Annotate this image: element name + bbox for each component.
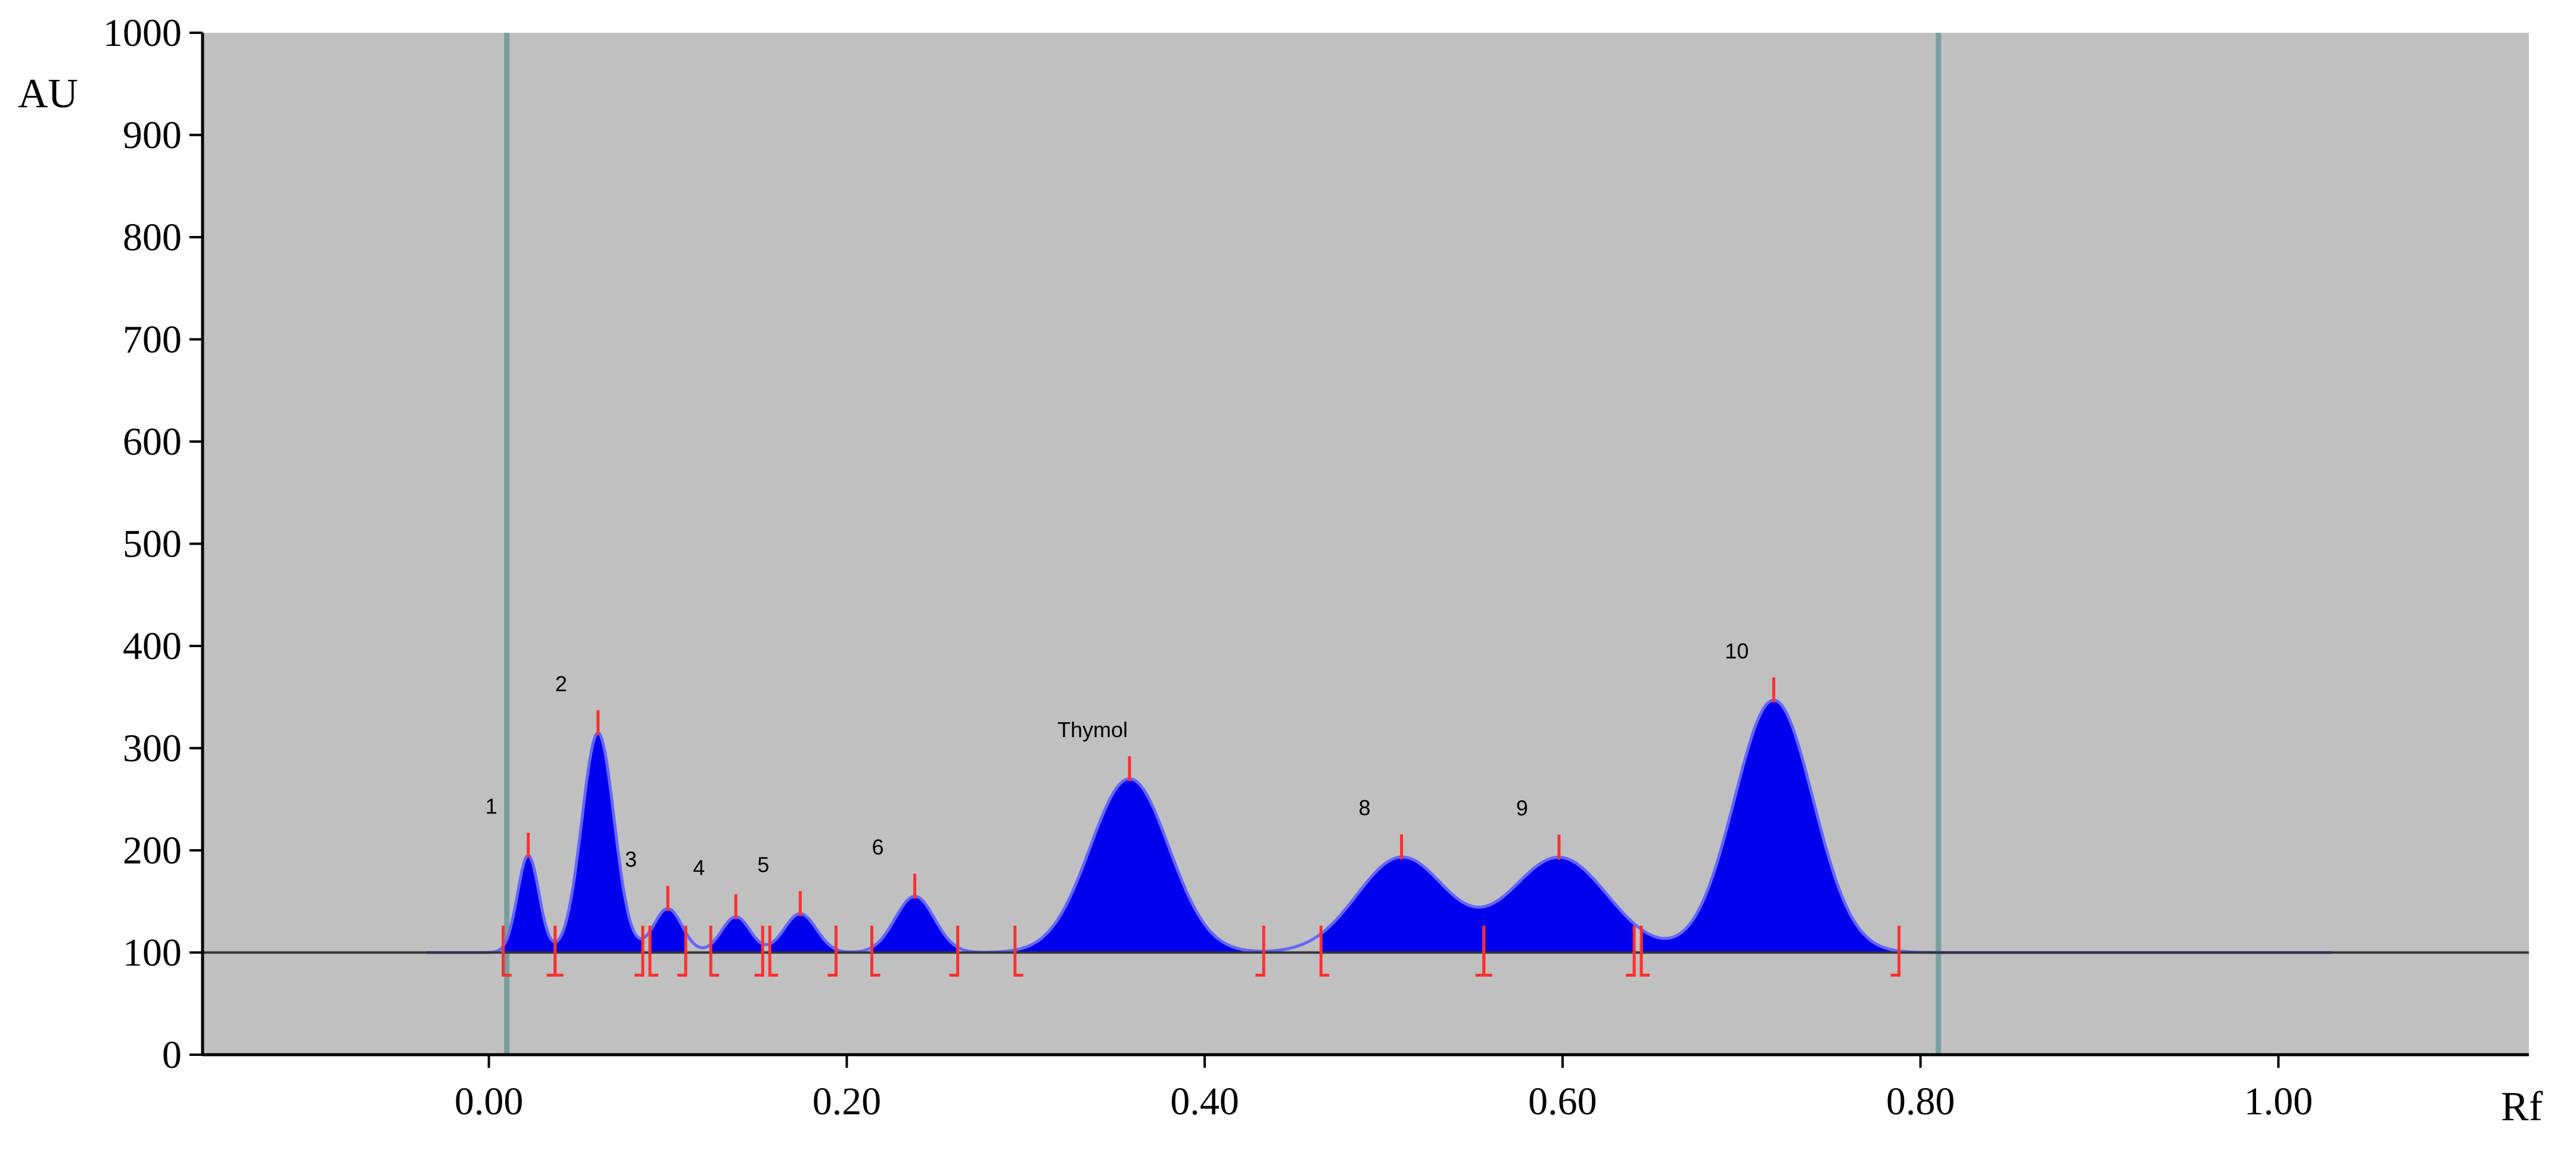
peak-label-5: 5 [757, 852, 769, 877]
peak-label-3: 3 [625, 847, 637, 872]
integration-end-9 [1626, 925, 1636, 977]
integration-end-6 [949, 925, 960, 977]
integration-end-2 [634, 925, 645, 977]
peak-label-8: 8 [1359, 796, 1371, 820]
x-axis-title: Rf [2501, 1084, 2543, 1130]
y-tick-label-1000: 1000 [103, 11, 182, 55]
y-tick-label-700: 700 [123, 318, 182, 362]
peak-label-4: 4 [693, 855, 705, 880]
x-tick-label-2: 0.40 [1170, 1080, 1239, 1123]
y-tick-label-600: 600 [123, 420, 182, 464]
y-tick-label-500: 500 [123, 523, 182, 566]
integration-end-4 [754, 925, 764, 977]
x-tick-label-1: 0.20 [813, 1080, 882, 1123]
y-tick-label-800: 800 [123, 216, 182, 259]
integration-end-10 [1890, 925, 1901, 977]
axes: AU Rf 0 100 200 300 400 500 600 700 800 900 1000 0.… [18, 11, 2543, 1130]
integration-start-2 [553, 925, 564, 977]
integration-start-3 [648, 925, 658, 977]
integration-start-8 [1319, 925, 1330, 977]
peak-label-1: 1 [486, 794, 497, 819]
integration-start-9 [1482, 925, 1492, 977]
y-tick-label-0: 0 [162, 1033, 182, 1077]
integration-end-7 [1255, 925, 1265, 977]
peak-label-6: 6 [872, 835, 884, 859]
integration-start-10 [1639, 925, 1650, 977]
peak-label-2: 2 [555, 672, 567, 696]
x-tick-label-4: 0.80 [1886, 1080, 1955, 1123]
y-tick-label-300: 300 [123, 727, 182, 770]
integration-start-5 [768, 925, 779, 977]
integration-end-5 [827, 925, 838, 977]
x-tick-label-3: 0.60 [1528, 1080, 1597, 1123]
peak-apex-ticks [527, 677, 1775, 919]
peak-label-9: 9 [1516, 796, 1528, 821]
peak-label-7: Thymol [1057, 717, 1128, 742]
x-tick-label-5: 1.00 [2244, 1080, 2313, 1123]
integration-start-7 [1013, 925, 1023, 977]
peak-label-10: 10 [1725, 639, 1749, 663]
vertical-markers [504, 33, 1942, 1055]
y-tick-label-200: 200 [123, 829, 182, 872]
integration-brackets [502, 925, 1901, 977]
y-axis-title: AU [18, 71, 78, 117]
y-tick-label-400: 400 [123, 624, 182, 668]
y-tick-label-900: 900 [123, 114, 182, 157]
integration-start-4 [709, 925, 720, 977]
integration-end-3 [677, 925, 687, 977]
y-tick-label-100: 100 [123, 931, 182, 975]
integration-start-1 [502, 925, 512, 977]
peak-labels: 1 2 3 4 5 6 Thymol 8 9 10 [486, 639, 1749, 880]
integration-start-6 [870, 925, 881, 977]
x-tick-label-0: 0.00 [455, 1080, 524, 1123]
